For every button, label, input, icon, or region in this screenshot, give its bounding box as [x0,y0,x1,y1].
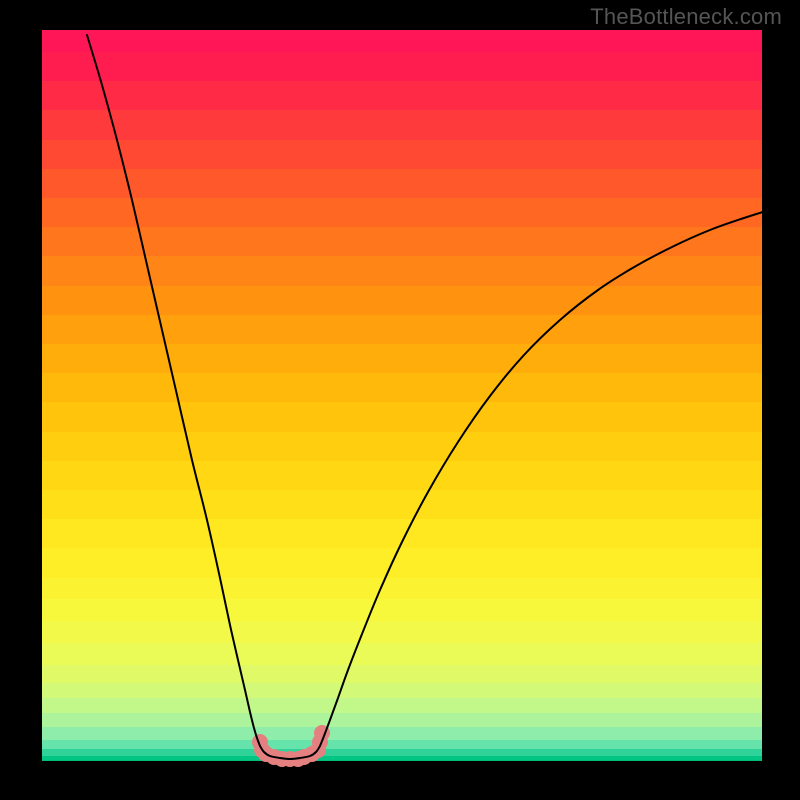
chart-overlay [0,0,800,800]
curve-left [87,35,260,746]
curve-right [320,201,800,746]
watermark-text: TheBottleneck.com [590,4,782,30]
marker-group [252,725,330,767]
